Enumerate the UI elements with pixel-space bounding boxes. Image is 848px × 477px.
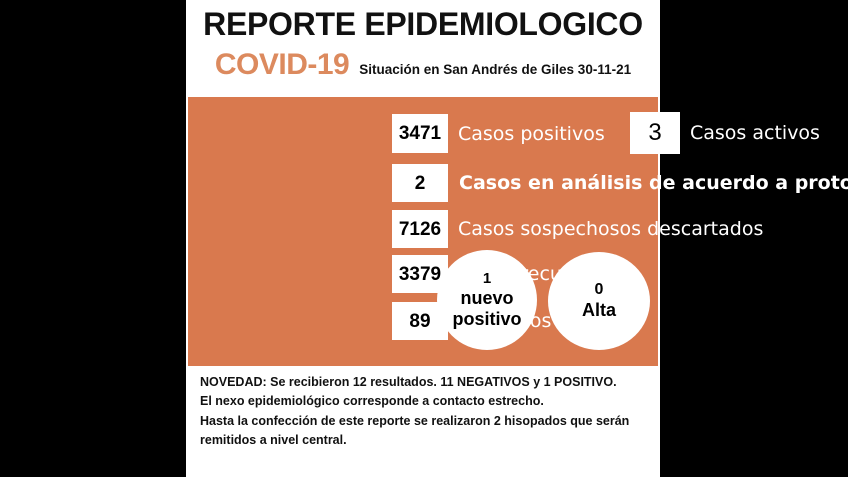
statistics-panel: 3471 Casos positivos 3 Casos activos 2 C… — [188, 97, 848, 366]
stat-value-casos-activos: 3 — [630, 112, 680, 154]
circle-nuevo-line1: nuevo — [460, 287, 514, 308]
stat-row-casos-activos: 3 Casos activos — [630, 112, 820, 154]
footer-note-line-2: El nexo epidemiológico corresponde a con… — [200, 394, 544, 409]
footer-note-line-1: NOVEDAD: Se recibieron 12 resultados. 11… — [200, 375, 617, 389]
stat-label-casos-descartados: Casos sospechosos descartados — [458, 218, 764, 240]
stat-value-casos-positivos: 3471 — [392, 114, 448, 153]
covid-label: COVID-19 — [214, 48, 350, 81]
circle-nuevo-value: 1 — [482, 269, 492, 287]
covid-subtitle-row: COVID-19 Situación en San Andrés de Gile… — [186, 48, 660, 82]
footer-note: NOVEDAD: Se recibieron 12 resultados. 11… — [200, 373, 650, 451]
report-card: REPORTE EPIDEMIOLOGICO COVID-19 Situació… — [186, 0, 848, 477]
stat-row-casos-en-analisis: 2 Casos en análisis de acuerdo a protoco… — [392, 164, 848, 202]
stat-label-casos-en-analisis: Casos en análisis de acuerdo a protocolo — [459, 172, 848, 194]
stat-label-casos-activos: Casos activos — [690, 122, 820, 144]
footer-note-line-3: Hasta la confección de este reporte se r… — [200, 413, 630, 448]
circle-alta-line1: Alta — [581, 299, 616, 320]
report-header: REPORTE EPIDEMIOLOGICO COVID-19 Situació… — [186, 0, 660, 97]
stat-row-casos-positivos: 3471 Casos positivos — [392, 114, 605, 153]
stat-label-casos-positivos: Casos positivos — [458, 122, 605, 145]
page-title: REPORTE EPIDEMIOLOGICO — [203, 6, 643, 42]
stat-value-casos-descartados: 7126 — [392, 210, 448, 248]
circle-alta-value: 0 — [594, 280, 604, 298]
situation-text: Situación en San Andrés de Giles 30-11-2… — [359, 62, 632, 77]
highlight-circle-alta: 0 Alta — [548, 252, 650, 350]
stat-value-casos-recuperados: 3379 — [392, 255, 448, 293]
highlight-circle-nuevo-positivo: 1 nuevo positivo — [437, 250, 537, 350]
stat-row-casos-descartados: 7126 Casos sospechosos descartados — [392, 210, 763, 248]
stat-value-casos-en-analisis: 2 — [392, 164, 448, 202]
circle-nuevo-line2: positivo — [452, 308, 522, 329]
